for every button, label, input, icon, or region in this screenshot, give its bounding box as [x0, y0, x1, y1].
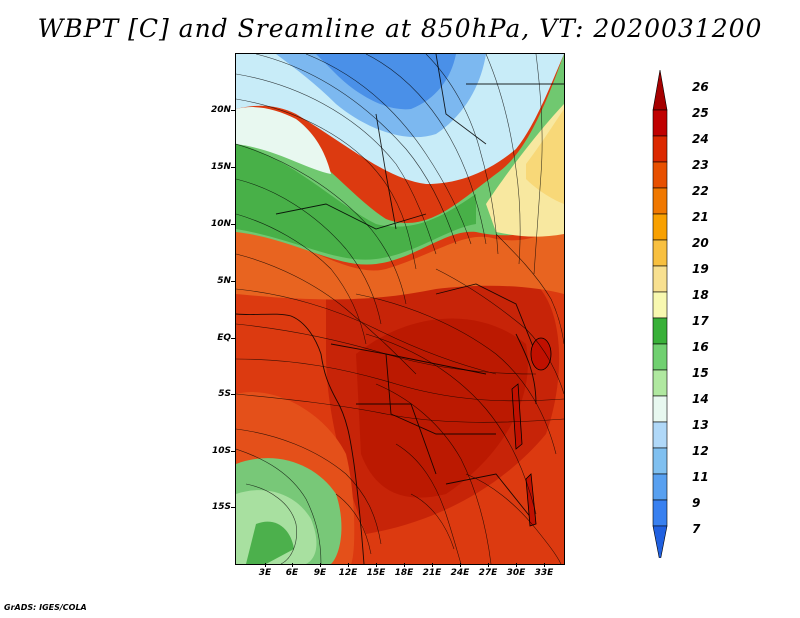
- colorbar-segment: [652, 395, 668, 423]
- colorbar-label-19: 19: [692, 262, 709, 276]
- colorbar-label-9: 9: [692, 496, 701, 510]
- colorbar-segment: [652, 213, 668, 241]
- lon-tick: [348, 563, 349, 567]
- lon-tick: [376, 563, 377, 567]
- lon-label-12e: 12E: [338, 568, 358, 578]
- lon-tick: [516, 563, 517, 567]
- lon-label-24e: 24E: [450, 568, 470, 578]
- colorbar-label-13: 13: [692, 418, 709, 432]
- lat-label-10n: 10N: [210, 219, 231, 229]
- colorbar-label-26: 26: [692, 80, 709, 94]
- lon-label-9e: 9E: [313, 568, 327, 578]
- lat-label-15n: 15N: [210, 162, 231, 172]
- colorbar-label-21: 21: [692, 210, 709, 224]
- lat-label-eq: EQ: [217, 333, 231, 343]
- colorbar-segment: [652, 109, 668, 137]
- colorbar: [652, 69, 668, 558]
- lat-label-15s: 15S: [211, 502, 231, 512]
- lon-tick: [292, 563, 293, 567]
- colorbar-label-24: 24: [692, 132, 709, 146]
- lon-tick: [404, 563, 405, 567]
- colorbar-segment: [652, 343, 668, 371]
- colorbar-segment: [652, 421, 668, 449]
- colorbar-segment: [652, 369, 668, 397]
- colorbar-bottom-arrow: [652, 525, 668, 558]
- colorbar-segment: [652, 499, 668, 527]
- colorbar-label-7: 7: [692, 522, 701, 536]
- lon-label-6e: 6E: [285, 568, 299, 578]
- grads-credit: GrADS: IGES/COLA: [4, 603, 87, 612]
- lat-tick: [231, 281, 235, 282]
- lon-tick: [544, 563, 545, 567]
- lon-label-21e: 21E: [422, 568, 442, 578]
- map-title: WBPT [C] and Sreamline at 850hPa, VT: 20…: [37, 14, 763, 43]
- lon-tick: [265, 563, 266, 567]
- colorbar-segment: [652, 447, 668, 475]
- lat-tick: [231, 167, 235, 168]
- map-panel[interactable]: [235, 53, 565, 565]
- colorbar-label-16: 16: [692, 340, 709, 354]
- map-field: [236, 54, 564, 564]
- colorbar-top-arrow: [652, 69, 668, 111]
- lon-label-30e: 30E: [506, 568, 526, 578]
- lat-tick: [231, 451, 235, 452]
- lat-label-5n: 5N: [217, 276, 231, 286]
- colorbar-segment: [652, 291, 668, 319]
- lon-tick: [488, 563, 489, 567]
- colorbar-segment: [652, 265, 668, 293]
- lat-label-5s: 5S: [218, 389, 231, 399]
- colorbar-segment: [652, 161, 668, 189]
- lat-label-10s: 10S: [211, 446, 231, 456]
- lon-tick: [432, 563, 433, 567]
- colorbar-segment: [652, 473, 668, 501]
- lon-tick: [460, 563, 461, 567]
- colorbar-label-11: 11: [692, 470, 709, 484]
- lat-tick: [231, 224, 235, 225]
- colorbar-label-20: 20: [692, 236, 709, 250]
- colorbar-segment: [652, 135, 668, 163]
- lon-label-33e: 33E: [534, 568, 554, 578]
- colorbar-label-14: 14: [692, 392, 709, 406]
- lat-tick: [231, 507, 235, 508]
- lon-label-3e: 3E: [258, 568, 272, 578]
- colorbar-label-23: 23: [692, 158, 709, 172]
- lon-tick: [320, 563, 321, 567]
- colorbar-segments: [652, 69, 668, 558]
- colorbar-label-18: 18: [692, 288, 709, 302]
- colorbar-label-25: 25: [692, 106, 709, 120]
- colorbar-label-22: 22: [692, 184, 709, 198]
- lat-label-20n: 20N: [210, 105, 231, 115]
- colorbar-segment: [652, 187, 668, 215]
- colorbar-label-15: 15: [692, 366, 709, 380]
- lon-label-18e: 18E: [394, 568, 414, 578]
- colorbar-label-12: 12: [692, 444, 709, 458]
- lat-tick: [231, 338, 235, 339]
- lon-label-27e: 27E: [478, 568, 498, 578]
- colorbar-segment: [652, 317, 668, 345]
- lon-label-15e: 15E: [366, 568, 386, 578]
- colorbar-label-17: 17: [692, 314, 709, 328]
- colorbar-segment: [652, 239, 668, 267]
- lat-tick: [231, 394, 235, 395]
- lat-tick: [231, 110, 235, 111]
